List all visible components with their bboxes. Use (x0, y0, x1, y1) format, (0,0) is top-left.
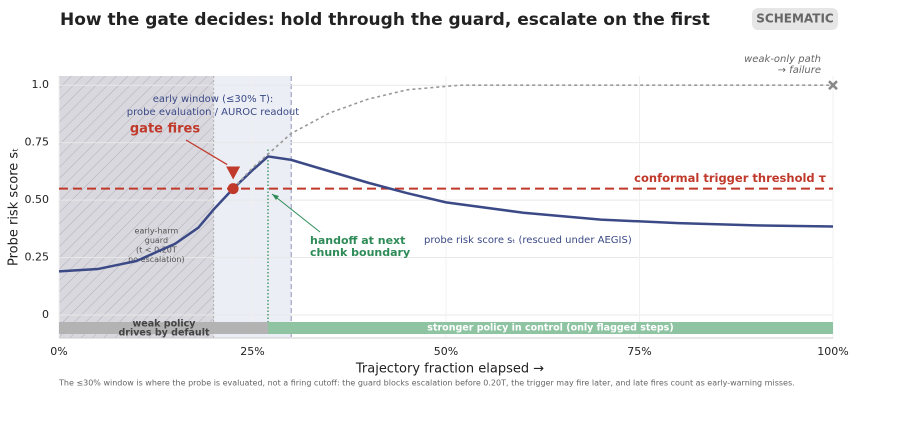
gate-point (227, 183, 239, 195)
series-annotation: → failure (778, 65, 821, 76)
y-tick-label: 1.0 (32, 78, 50, 91)
region-hatch (59, 76, 214, 338)
series-line (232, 84, 833, 190)
badge-box (752, 8, 838, 30)
footnote: The ≤30% window is where the probe is ev… (58, 379, 795, 388)
series-line (58, 155, 834, 273)
y-tick-label: 0.25 (25, 251, 50, 264)
guard-label: no escalation) (128, 255, 184, 264)
x-tick-label: 100% (817, 345, 848, 358)
handoff-arrow (271, 193, 321, 233)
failure-marker (828, 80, 838, 91)
policy-label: stronger policy in control (only flagged… (427, 323, 673, 334)
handoff-label: chunk boundary (310, 246, 410, 259)
gate-label: gate fires (130, 122, 200, 137)
y-axis-label: Probe risk score sₜ (7, 148, 22, 266)
y-tick-label: 0 (42, 308, 49, 321)
x-tick-label: 25% (240, 345, 264, 358)
x-tick-label: 0% (50, 345, 67, 358)
policy-band (267, 322, 834, 334)
threshold-label: conformal trigger threshold τ (634, 171, 826, 185)
badge: SCHEMATIC (756, 12, 834, 26)
handoff-arrowhead (271, 194, 279, 200)
window-label: early window (≤30% T): (153, 94, 273, 105)
x-axis-label: Trajectory fraction elapsed → (355, 362, 544, 377)
policy-label: weak policy (133, 319, 197, 330)
policy-band (59, 322, 268, 334)
gate-arrow (185, 139, 228, 166)
x-tick-label: 75% (627, 345, 651, 358)
window-label: probe evaluation / AUROC readout (127, 107, 299, 118)
series-annotation: probe risk score sₜ (rescued under AEGIS… (424, 235, 632, 246)
gate-triangle (226, 166, 241, 180)
chart-title: How the gate decides: hold through the g… (60, 10, 710, 30)
series-annotation: weak-only path (744, 54, 821, 65)
guard-label: early-harm (135, 227, 179, 236)
guard-label: guard (145, 236, 168, 245)
handoff-label: handoff at next (310, 234, 405, 247)
x-tick-label: 50% (434, 345, 458, 358)
y-tick-label: 0.50 (25, 193, 50, 206)
policy-label: drives by default (119, 328, 210, 339)
guard-label: (t < 0.20T (136, 246, 177, 255)
y-tick-label: 0.75 (25, 136, 50, 149)
